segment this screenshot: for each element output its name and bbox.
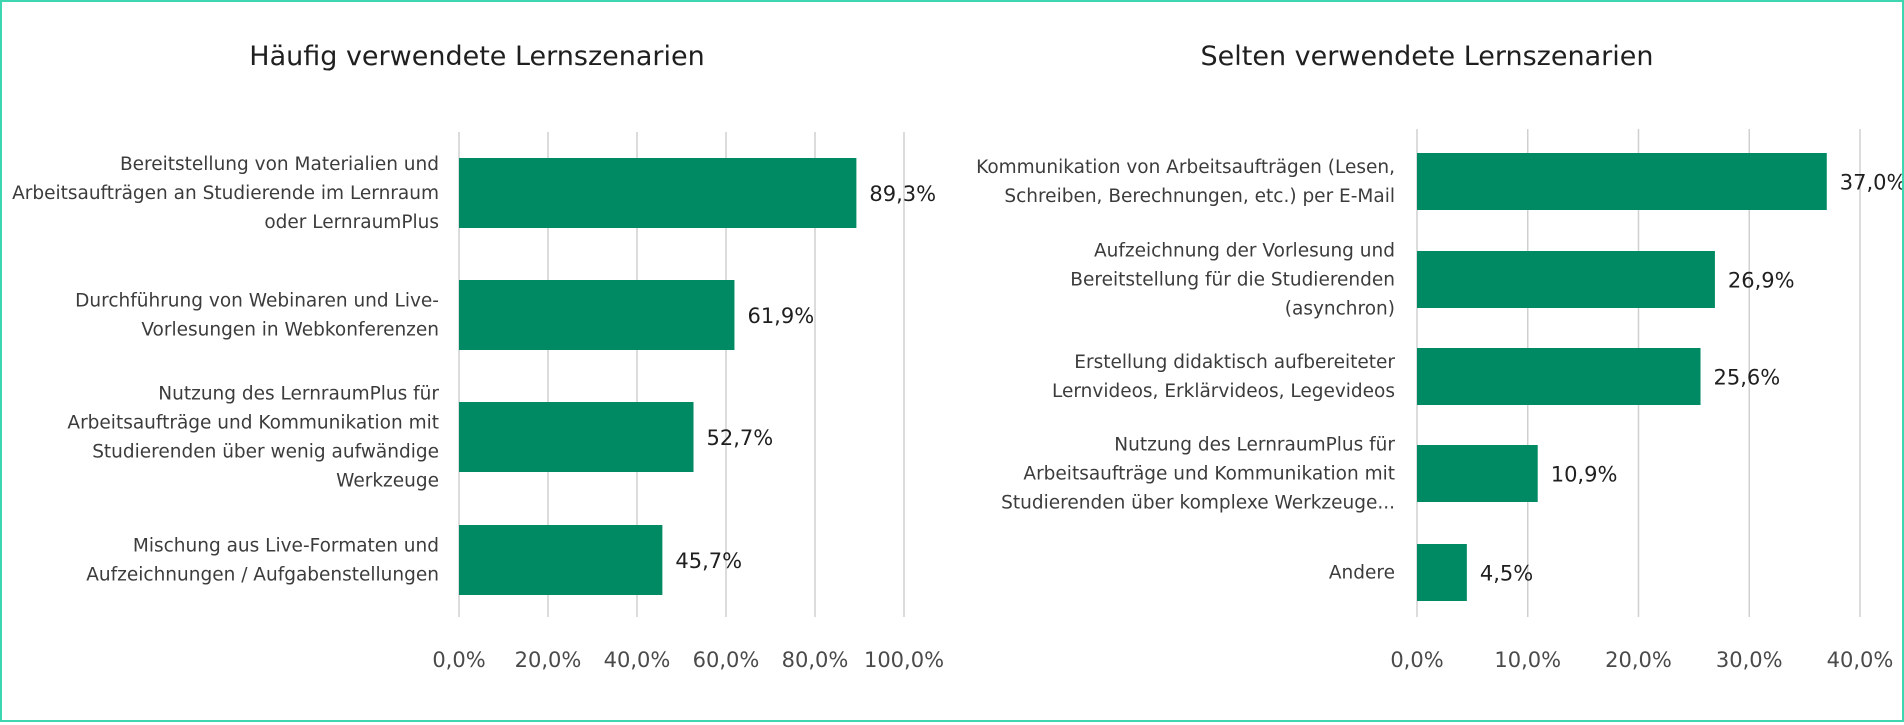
- chart2-tick-label-1: 10,0%: [1494, 648, 1561, 672]
- chart1-category-label-1-0: Durchführung von Webinaren und Live-: [75, 291, 439, 312]
- chart2-category-label-3-1: Arbeitsaufträge und Kommunikation mit: [1023, 464, 1395, 485]
- chart2-value-label-0: 37,0%: [1840, 171, 1902, 195]
- chart2-bar-4: [1417, 544, 1467, 601]
- chart1-tick-label-5: 100,0%: [864, 648, 944, 672]
- chart1-category-label-0-2: oder LernraumPlus: [264, 212, 439, 233]
- chart2-value-label-2: 25,6%: [1714, 366, 1781, 390]
- chart2-tick-label-4: 40,0%: [1827, 648, 1894, 672]
- chart2-category-label-4-0: Andere: [1329, 563, 1395, 584]
- chart1-category-label-3-0: Mischung aus Live-Formaten und: [133, 536, 439, 557]
- chart1-category-label-2-0: Nutzung des LernraumPlus für: [158, 384, 439, 405]
- chart1-value-label-3: 45,7%: [675, 549, 742, 573]
- chart2-title: Selten verwendete Lernszenarien: [1201, 41, 1654, 72]
- chart2-category-label-2-0: Erstellung didaktisch aufbereiteter: [1074, 352, 1395, 373]
- chart1-tick-label-3: 60,0%: [693, 648, 760, 672]
- chart2-category-label-1-2: (asynchron): [1285, 299, 1395, 320]
- chart2-value-label-3: 10,9%: [1551, 463, 1618, 487]
- chart2-bar-1: [1417, 251, 1715, 308]
- chart2-value-label-1: 26,9%: [1728, 269, 1795, 293]
- chart1-category-label-3-1: Aufzeichnungen / Aufgabenstellungen: [86, 565, 439, 586]
- chart1-bar-2: [459, 402, 694, 472]
- chart1-category-label-1-1: Vorlesungen in Webkonferenzen: [141, 320, 439, 341]
- chart1-category-label-0-1: Arbeitsaufträgen an Studierende im Lernr…: [12, 183, 439, 204]
- chart2-category-label-0-1: Schreiben, Berechnungen, etc.) per E-Mai…: [1004, 186, 1395, 207]
- chart1-category-label-0-0: Bereitstellung von Materialien und: [120, 154, 439, 175]
- chart2-category-label-3-2: Studierenden über komplexe Werkzeuge...: [1001, 493, 1395, 514]
- chart2-tick-label-3: 30,0%: [1716, 648, 1783, 672]
- chart1-title: Häufig verwendete Lernszenarien: [249, 41, 704, 72]
- chart2-category-label-3-0: Nutzung des LernraumPlus für: [1114, 435, 1395, 456]
- chart2-category-label-1-1: Bereitstellung für die Studierenden: [1070, 270, 1395, 291]
- chart1-tick-label-1: 20,0%: [515, 648, 582, 672]
- chart2-category-label-2-1: Lernvideos, Erklärvideos, Legevideos: [1052, 381, 1395, 402]
- chart2-value-label-4: 4,5%: [1480, 562, 1533, 586]
- chart1-tick-label-4: 80,0%: [782, 648, 849, 672]
- chart1-tick-label-0: 0,0%: [432, 648, 485, 672]
- chart1-category-label-2-1: Arbeitsaufträge und Kommunikation mit: [67, 413, 439, 434]
- chart1-value-label-0: 89,3%: [869, 182, 936, 206]
- chart1-bar-3: [459, 525, 663, 595]
- chart1-category-label-2-2: Studierenden über wenig aufwändige: [92, 442, 439, 463]
- chart1-category-label-2-3: Werkzeuge: [336, 471, 439, 492]
- chart1-bar-1: [459, 280, 735, 350]
- chart2-category-label-1-0: Aufzeichnung der Vorlesung und: [1094, 241, 1395, 262]
- chart2-bar-2: [1417, 348, 1701, 405]
- chart1-value-label-2: 52,7%: [707, 426, 774, 450]
- chart1-bar-0: [459, 158, 857, 228]
- chart2-tick-label-0: 0,0%: [1390, 648, 1443, 672]
- chart2-bar-0: [1417, 153, 1827, 210]
- chart2-bar-3: [1417, 445, 1538, 502]
- chart1-value-label-1: 61,9%: [747, 304, 814, 328]
- chart1-tick-label-2: 40,0%: [604, 648, 671, 672]
- chart2-category-label-0-0: Kommunikation von Arbeitsaufträgen (Lese…: [976, 157, 1395, 178]
- chart2-tick-label-2: 20,0%: [1605, 648, 1672, 672]
